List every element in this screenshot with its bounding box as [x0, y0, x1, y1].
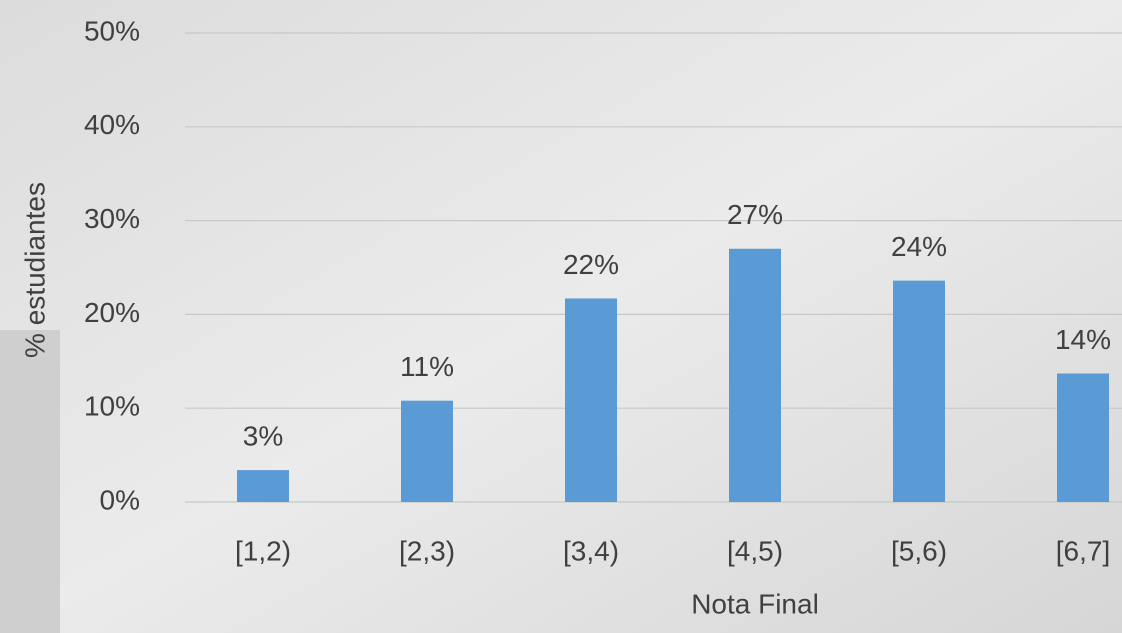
x-tick-label: [5,6)	[891, 535, 947, 566]
x-tick-label: [1,2)	[235, 535, 291, 566]
x-tick-label: [2,3)	[399, 535, 455, 566]
bar	[893, 280, 945, 502]
bar	[237, 470, 289, 502]
data-label: 14%	[1055, 324, 1111, 355]
data-label: 27%	[727, 199, 783, 230]
x-tick-label: [6,7]	[1056, 535, 1110, 566]
y-axis-title: % estudiantes	[19, 182, 50, 358]
y-tick-label: 40%	[84, 109, 140, 140]
y-tick-label: 20%	[84, 297, 140, 328]
data-label: 24%	[891, 231, 947, 262]
data-label: 3%	[243, 420, 283, 451]
x-tick-label: [4,5)	[727, 535, 783, 566]
x-axis-title: Nota Final	[691, 588, 819, 619]
data-label: 22%	[563, 249, 619, 280]
data-label: 11%	[400, 351, 454, 382]
y-tick-label: 10%	[84, 391, 140, 422]
bar	[401, 400, 453, 502]
bar	[729, 248, 781, 502]
y-tick-label: 30%	[84, 203, 140, 234]
bar	[1057, 373, 1109, 502]
y-tick-label: 50%	[84, 15, 140, 46]
x-tick-label: [3,4)	[563, 535, 619, 566]
y-tick-label: 0%	[100, 484, 140, 515]
bar	[565, 298, 617, 502]
background-building	[0, 330, 60, 633]
